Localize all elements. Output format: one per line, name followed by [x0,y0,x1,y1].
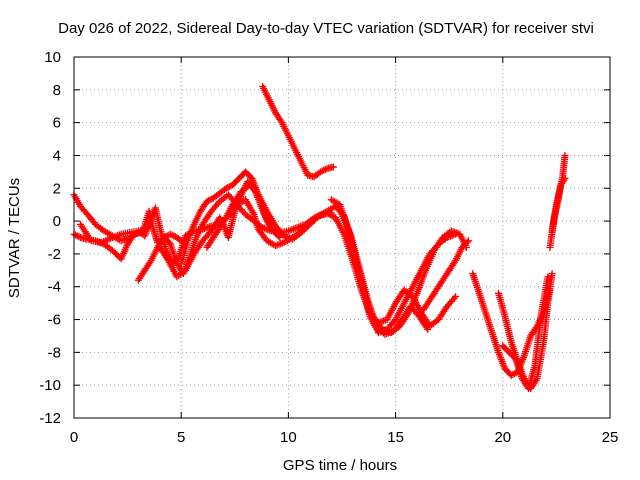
data-point [277,117,285,125]
y-tick-label: -10 [39,377,61,394]
data-point [320,166,328,174]
data-point [318,167,326,175]
data-point [450,294,458,302]
y-tick-label: -4 [48,279,61,296]
data-series [419,237,472,314]
y-tick-labels: -12 -10 -8 -6 -4 -2 0 2 4 6 8 10 [39,49,61,427]
data-point [548,270,556,278]
data-point [424,325,432,333]
data-point [561,174,569,182]
x-tick-label: 5 [177,429,185,446]
data-point [206,196,214,204]
plot-frame [73,56,611,419]
grid-lines [74,57,610,418]
data-point [225,183,233,191]
data-series [259,83,337,181]
data-point [452,293,460,301]
data-point [166,230,174,238]
data-series [332,214,460,330]
data-point [463,238,471,246]
y-tick-label: 4 [53,147,61,164]
data-point [451,258,459,266]
data-point [321,165,329,173]
data-point [509,371,517,379]
data-point [423,324,431,332]
data-series [203,181,460,337]
chart-title: Day 026 of 2022, Sidereal Day-to-day VTE… [58,20,594,37]
data-point [170,232,178,240]
y-axis-label: SDTVAR / TECUs [6,178,23,298]
data-point [507,371,515,379]
y-tick-label: 2 [53,180,61,197]
axis-ticks [73,56,611,419]
x-tick-label: 25 [602,429,619,446]
y-tick-label: 0 [53,213,61,230]
data-point [75,233,83,241]
y-tick-label: -12 [39,410,61,427]
y-tick-label: 6 [53,115,61,132]
data-point [464,237,472,245]
data-point [168,231,176,239]
y-tick-label: 8 [53,82,61,99]
x-tick-label: 10 [280,429,297,446]
data-series [338,211,432,338]
data-series [499,273,552,392]
data-point [224,183,232,191]
x-tick-label: 20 [494,429,511,446]
data-point [544,273,552,281]
data-point [146,258,154,266]
x-tick-labels: 0 5 10 15 20 25 [70,429,619,446]
data-points [70,83,569,392]
x-tick-label: 0 [70,429,78,446]
data-point [561,151,569,159]
x-tick-label: 15 [387,429,404,446]
y-tick-label: -8 [48,344,61,361]
x-axis-label: GPS time / hours [283,457,397,474]
y-tick-label: -2 [48,246,61,263]
y-tick-label: -6 [48,312,61,329]
data-point [317,168,325,176]
data-point [511,370,519,378]
data-point [329,163,337,171]
data-point [203,197,211,205]
data-point [205,197,213,205]
data-point [560,176,568,184]
data-point [222,184,230,192]
data-series [548,174,569,235]
data-point [73,232,81,240]
y-tick-label: 10 [44,49,61,66]
data-point [72,231,80,239]
